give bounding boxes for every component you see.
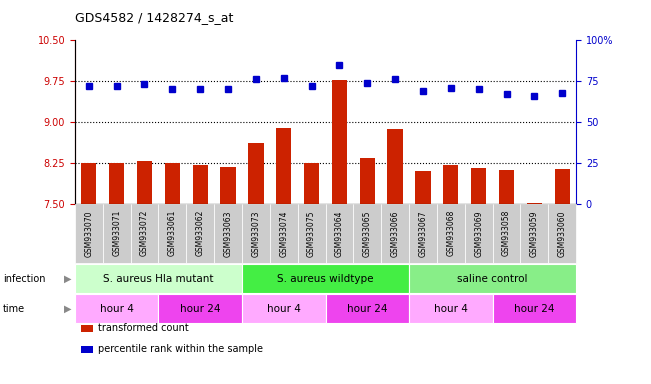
Text: GSM933062: GSM933062 [196, 210, 204, 257]
Text: time: time [3, 303, 25, 314]
Text: GSM933067: GSM933067 [419, 210, 428, 257]
Bar [471, 168, 486, 204]
Text: GSM933070: GSM933070 [84, 210, 93, 257]
Text: ▶: ▶ [64, 303, 72, 314]
Text: GSM933059: GSM933059 [530, 210, 539, 257]
Text: hour 24: hour 24 [514, 303, 555, 314]
Text: GSM933066: GSM933066 [391, 210, 400, 257]
Text: percentile rank within the sample: percentile rank within the sample [98, 344, 262, 354]
Text: GSM933072: GSM933072 [140, 210, 149, 257]
Bar [165, 163, 180, 204]
Bar [527, 203, 542, 204]
Text: S. aureus Hla mutant: S. aureus Hla mutant [103, 273, 214, 284]
Text: GDS4582 / 1428274_s_at: GDS4582 / 1428274_s_at [75, 12, 233, 25]
Bar [359, 158, 375, 204]
Text: transformed count: transformed count [98, 323, 188, 333]
Text: GSM933071: GSM933071 [112, 210, 121, 257]
Text: GSM933068: GSM933068 [447, 210, 455, 257]
Text: hour 4: hour 4 [434, 303, 468, 314]
Text: GSM933061: GSM933061 [168, 210, 177, 257]
Text: hour 24: hour 24 [180, 303, 221, 314]
Bar [443, 165, 458, 204]
Text: GSM933075: GSM933075 [307, 210, 316, 257]
Text: S. aureus wildtype: S. aureus wildtype [277, 273, 374, 284]
Bar [332, 80, 347, 204]
Bar [555, 169, 570, 204]
Text: ▶: ▶ [64, 273, 72, 284]
Bar [415, 171, 430, 204]
Bar [248, 142, 264, 204]
Bar [221, 167, 236, 204]
Bar [499, 170, 514, 204]
Text: GSM933063: GSM933063 [223, 210, 232, 257]
Bar [193, 166, 208, 204]
Text: hour 4: hour 4 [267, 303, 301, 314]
Text: infection: infection [3, 273, 46, 284]
Bar [304, 163, 319, 204]
Text: GSM933060: GSM933060 [558, 210, 567, 257]
Text: hour 4: hour 4 [100, 303, 133, 314]
Bar [137, 161, 152, 204]
Bar [276, 128, 292, 204]
Text: GSM933074: GSM933074 [279, 210, 288, 257]
Text: GSM933073: GSM933073 [251, 210, 260, 257]
Text: saline control: saline control [458, 273, 528, 284]
Bar [81, 163, 96, 204]
Text: GSM933064: GSM933064 [335, 210, 344, 257]
Bar [387, 129, 403, 204]
Text: GSM933065: GSM933065 [363, 210, 372, 257]
Bar [109, 163, 124, 204]
Text: hour 24: hour 24 [347, 303, 387, 314]
Text: GSM933058: GSM933058 [502, 210, 511, 257]
Text: GSM933069: GSM933069 [474, 210, 483, 257]
